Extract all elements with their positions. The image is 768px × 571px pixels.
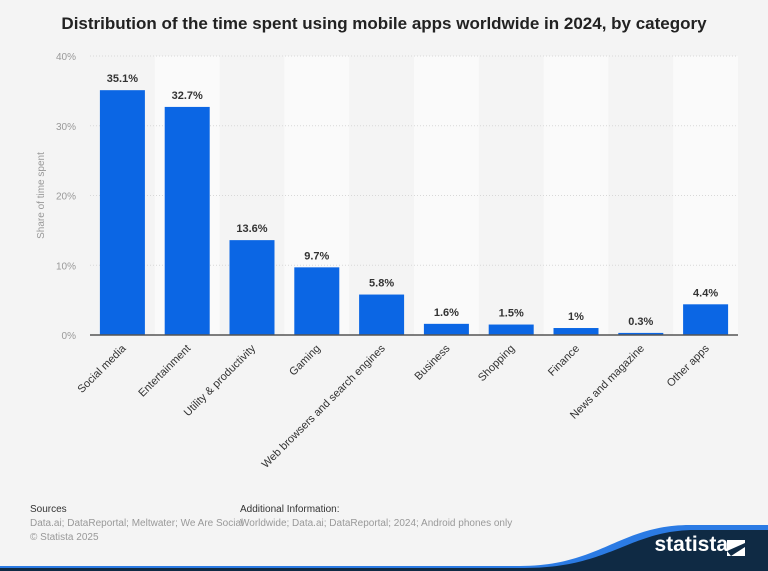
bar (488, 324, 534, 335)
statista-logo-text: statista (654, 533, 728, 556)
data-label: 9.7% (304, 250, 329, 262)
x-tick-label: Social media (75, 342, 129, 396)
data-label: 13.6% (236, 223, 267, 235)
y-tick-label: 0% (62, 331, 77, 342)
bar (294, 267, 340, 335)
data-label: 5.8% (369, 278, 394, 290)
bar (164, 106, 210, 335)
data-label: 1% (568, 311, 584, 323)
y-tick-label: 30% (56, 122, 76, 133)
bar (423, 323, 469, 335)
x-tick-label: Other apps (665, 342, 712, 389)
data-label: 1.6% (434, 307, 459, 319)
additional-heading: Additional Information: (240, 504, 340, 515)
x-tick-label: Finance (546, 343, 582, 379)
x-tick-label: Business (412, 342, 452, 382)
bar-chart: 0% 10% 20% 30% 40% Share of time spent 35.1% So… (36, 52, 738, 471)
copyright: © Statista 2025 (30, 532, 99, 543)
x-tick-label: Entertainment (136, 343, 193, 400)
bar (99, 90, 145, 336)
sources-heading: Sources (30, 504, 67, 515)
x-tick-label: News and magazine (568, 343, 647, 422)
additional-text: Worldwide; Data.ai; DataReportal; 2024; … (240, 518, 513, 529)
data-label: 1.5% (499, 308, 524, 320)
bar (683, 304, 729, 335)
additional-info-block: Additional Information: Worldwide; Data.… (240, 503, 512, 531)
chart-title: Distribution of the time spent using mob… (61, 14, 707, 33)
bar (618, 332, 664, 335)
bar (229, 240, 275, 335)
y-axis-label: Share of time spent (36, 152, 47, 239)
x-tick-label: Web browsers and search engines (260, 342, 388, 470)
statista-mark-icon (727, 540, 745, 556)
bar (553, 328, 599, 335)
y-tick-label: 20% (56, 192, 76, 203)
x-tick-label: Gaming (287, 343, 323, 379)
y-tick-label: 10% (56, 261, 76, 272)
y-tick-label: 40% (56, 52, 76, 63)
sources-text: Data.ai; DataReportal; Meltwater; We Are… (30, 518, 244, 529)
x-tick-label: Utility & productivity (182, 342, 259, 419)
sources-block: Sources Data.ai; DataReportal; Meltwater… (30, 503, 243, 545)
data-label: 35.1% (107, 73, 138, 85)
x-tick-label: Shopping (476, 343, 517, 384)
data-label: 0.3% (628, 316, 653, 328)
data-label: 32.7% (172, 90, 203, 102)
bar (359, 294, 405, 335)
data-label: 4.4% (693, 287, 718, 299)
